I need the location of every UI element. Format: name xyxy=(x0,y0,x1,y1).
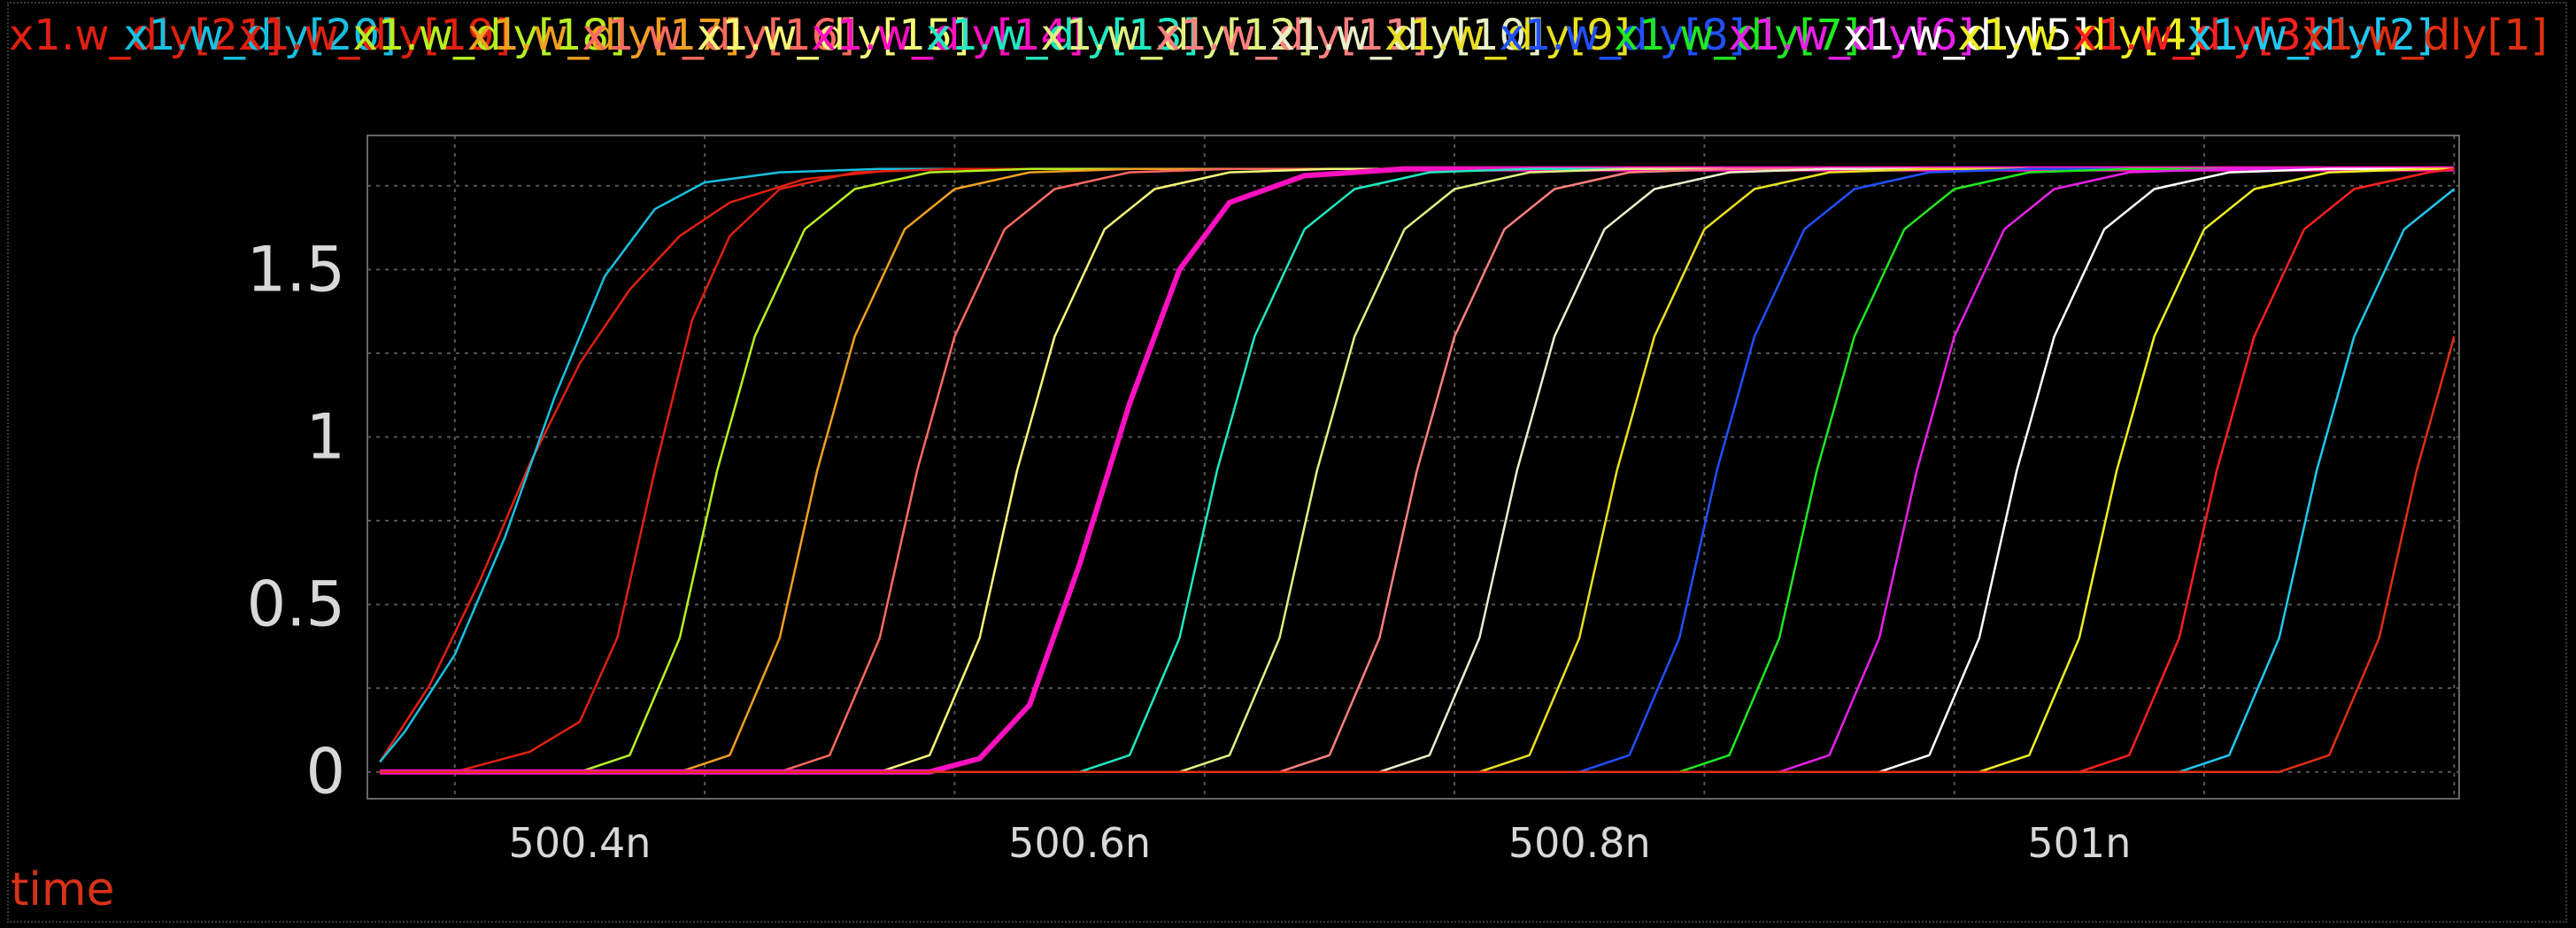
legend-entry[interactable]: x1.w_dly[20] xyxy=(124,11,397,60)
legend: x1.w_dly[21]x1.w_dly[20]x1.w_dly[19]x1.w… xyxy=(9,11,2548,60)
x-tick-label: 500.8n xyxy=(1508,819,1651,867)
series-line-8 xyxy=(380,167,2455,773)
y-tick-label: 0.5 xyxy=(247,568,345,641)
legend-entry[interactable]: x1.w_dly[6] xyxy=(1729,11,1975,60)
legend-entry[interactable]: x1.w_dly[7] xyxy=(1614,11,1860,60)
legend-entry[interactable]: x1.w_dly[9] xyxy=(1384,11,1631,60)
legend-entry[interactable]: x1.w_dly[8] xyxy=(1500,11,1746,60)
series-line-16 xyxy=(380,167,2455,773)
y-tick-label: 1.5 xyxy=(247,233,345,305)
x-tick-label: 500.6n xyxy=(1008,819,1151,867)
legend-entry[interactable]: x1.w_dly[21] xyxy=(9,11,282,60)
series-line-2 xyxy=(380,167,2455,773)
series-line-12 xyxy=(380,167,2455,773)
legend-entry[interactable]: x1.w_dly[11] xyxy=(1155,11,1428,60)
series-line-14 xyxy=(380,167,2455,773)
series-line-6 xyxy=(380,167,2455,773)
series-line-3 xyxy=(380,167,2455,773)
legend-entry[interactable]: x1.w_dly[2] xyxy=(2187,11,2433,60)
x-axis-label: time xyxy=(11,863,114,916)
legend-entry[interactable]: x1.w_dly[15] xyxy=(697,11,969,60)
y-tick-label: 1 xyxy=(305,400,345,473)
series-line-0 xyxy=(379,167,2455,763)
series-line-7 xyxy=(380,166,2455,775)
legend-entry[interactable]: x1.w_dly[1] xyxy=(2302,11,2548,60)
legend-entry[interactable]: x1.w_dly[17] xyxy=(467,11,740,60)
series-line-10 xyxy=(380,167,2455,773)
series-line-17 xyxy=(380,167,2455,773)
legend-entry[interactable]: x1.w_dly[19] xyxy=(238,11,511,60)
x-tick-label: 500.4n xyxy=(509,819,652,867)
legend-entry[interactable]: x1.w_dly[13] xyxy=(926,11,1199,60)
y-tick-label: 0 xyxy=(305,736,345,808)
series-line-20 xyxy=(380,336,2456,773)
legend-entry[interactable]: x1.w_dly[5] xyxy=(1843,11,2089,60)
legend-entry[interactable]: x1.w_dly[12] xyxy=(1041,11,1314,60)
grid xyxy=(367,135,2459,799)
series-line-11 xyxy=(380,167,2455,773)
legend-entry[interactable]: x1.w_dly[10] xyxy=(1270,11,1543,60)
viewer-frame xyxy=(7,2,2567,923)
tick-labels: 500.4n 500.6n 500.8n 501n 0 0.5 1 1.5 xyxy=(247,233,2132,867)
legend-entry[interactable]: x1.w_dly[14] xyxy=(812,11,1084,60)
x-tick-label: 501n xyxy=(2027,819,2131,867)
series-line-4 xyxy=(380,167,2455,773)
series-line-13 xyxy=(380,167,2455,773)
series-line-19 xyxy=(380,188,2456,773)
series-line-9 xyxy=(380,167,2455,773)
legend-entry[interactable]: x1.w_dly[4] xyxy=(1958,11,2204,60)
legend-entry[interactable]: x1.w_dly[3] xyxy=(2072,11,2318,60)
series-lines xyxy=(379,166,2456,775)
plot-area-border xyxy=(366,135,2460,800)
legend-entry[interactable]: x1.w_dly[16] xyxy=(582,11,855,60)
series-line-15 xyxy=(380,167,2455,773)
series-line-5 xyxy=(380,167,2455,773)
series-line-18 xyxy=(380,167,2455,773)
legend-entry[interactable]: x1.w_dly[18] xyxy=(353,11,626,60)
series-line-1 xyxy=(379,167,2455,763)
